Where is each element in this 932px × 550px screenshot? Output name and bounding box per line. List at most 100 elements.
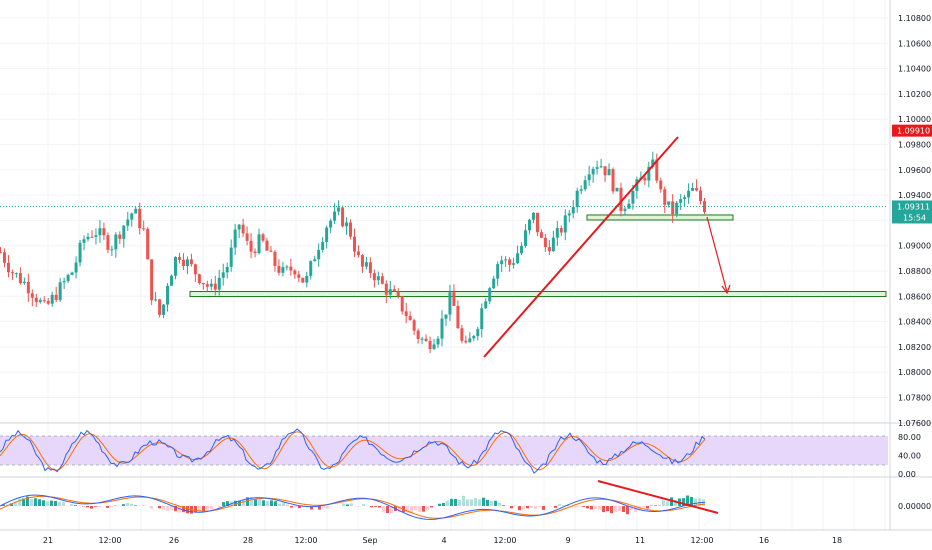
price-tick-label: 1.10600 (898, 39, 931, 48)
candle-body (591, 168, 595, 175)
macd-histogram-bar (358, 506, 361, 507)
price-tick-label: 1.08400 (898, 318, 931, 327)
macd-histogram-bar (694, 498, 697, 506)
macd-histogram-bar (174, 506, 177, 512)
macd-histogram-bar (474, 498, 477, 506)
candle-body (368, 262, 372, 274)
macd-histogram-bar (374, 506, 377, 507)
macd-histogram-bar (98, 506, 101, 507)
candle-body (360, 255, 364, 267)
candle-body (257, 234, 261, 254)
macd-histogram-bar (634, 506, 637, 513)
macd-signal-line (0, 495, 706, 519)
candle-body (265, 240, 269, 251)
candle-body (440, 318, 444, 339)
candle-body (98, 228, 102, 236)
candle-body (225, 266, 229, 273)
time-tick-label: 12:00 (294, 536, 317, 545)
macd-histogram-bar (390, 506, 393, 514)
candle-body (317, 249, 321, 260)
candle-body (607, 169, 611, 176)
macd-histogram-bar (286, 504, 289, 506)
macd-histogram-bar (446, 500, 449, 506)
candle-body (261, 234, 265, 241)
candle-body (571, 207, 575, 214)
macd-histogram-bar (542, 506, 545, 510)
macd-histogram-bar (426, 506, 429, 511)
macd-histogram-bar (270, 500, 273, 506)
candle-body (62, 281, 66, 283)
macd-histogram-bar (538, 506, 541, 508)
macd-line (0, 494, 706, 520)
macd-histogram-bar (18, 498, 21, 506)
macd-histogram-bar (198, 506, 201, 511)
time-tick-label: 12:00 (690, 536, 713, 545)
candle-body (428, 340, 432, 350)
macd-histogram-bar (690, 496, 693, 506)
candle-body (341, 207, 345, 227)
candle-body (667, 201, 671, 205)
macd-histogram-bar (470, 499, 473, 506)
candle-body (631, 190, 635, 204)
macd-histogram-bar (350, 503, 353, 506)
candle-body (58, 282, 62, 300)
candle-body (337, 207, 341, 212)
macd-histogram-bar (462, 495, 465, 506)
candle-body (110, 249, 114, 251)
macd-histogram-bar (686, 495, 689, 506)
macd-histogram-bar (606, 506, 609, 512)
price-tick-label: 1.09000 (898, 242, 931, 251)
macd-histogram-bar (254, 499, 257, 506)
macd-histogram-bar (50, 500, 53, 506)
candle-body (567, 213, 571, 216)
candle-body (197, 274, 201, 284)
macd-pane (0, 476, 932, 520)
stochastic-band (0, 436, 888, 465)
candle-body (189, 259, 193, 265)
macd-histogram-bar (274, 501, 277, 506)
candle-body (683, 197, 687, 200)
time-tick-label: 21 (43, 536, 53, 545)
candle-body (575, 190, 579, 208)
candle-body (504, 259, 508, 261)
price-tick-label: 1.10200 (898, 90, 931, 99)
candle-body (543, 237, 547, 248)
macd-histogram-bar (478, 499, 481, 506)
candle-body (472, 335, 476, 339)
macd-histogram-bar (70, 504, 73, 506)
candle-body (691, 188, 695, 191)
candle-body (122, 225, 126, 239)
macd-histogram-bar (42, 500, 45, 506)
candle-body (118, 234, 122, 239)
candle-body (615, 187, 619, 192)
macd-histogram-bar (698, 498, 701, 506)
candle-body (301, 277, 305, 283)
candle-body (480, 308, 484, 330)
candle-body (146, 228, 150, 260)
macd-histogram-bar (298, 506, 301, 509)
upper-support-zone (586, 214, 734, 221)
macd-histogram-bar (386, 506, 389, 514)
candle-body (138, 208, 142, 229)
candle-body (345, 222, 349, 227)
candle-body (94, 235, 98, 237)
candle-body (181, 259, 185, 266)
macd-histogram-bar (170, 506, 173, 510)
candle-body (14, 273, 18, 275)
candle-body (0, 252, 2, 254)
macd-histogram-bar (250, 496, 253, 506)
macd-histogram-bar (206, 506, 209, 510)
macd-histogram-bar (62, 502, 65, 506)
macd-histogram-bar (414, 506, 417, 511)
candle-body (460, 328, 464, 341)
macd-histogram-bar (526, 506, 529, 509)
candle-body (305, 275, 309, 283)
candle-body (587, 174, 591, 181)
candle-body (221, 272, 225, 278)
time-tick-label: 26 (169, 536, 179, 545)
macd-histogram-bar (90, 506, 93, 509)
candle-body (563, 215, 567, 233)
macd-histogram-bar (150, 506, 153, 509)
candle-body (488, 288, 492, 302)
